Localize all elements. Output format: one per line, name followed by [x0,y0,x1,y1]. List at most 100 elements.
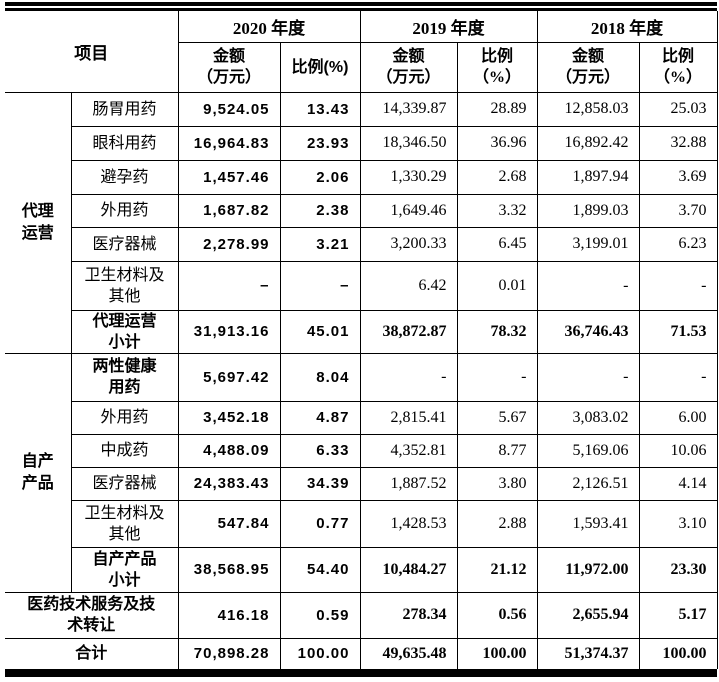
ratio-label-line1: 比例 [661,48,694,65]
row-label-line2: 术转让 [67,617,116,634]
amount-label-line1: 金额 [571,48,604,65]
row-label-line1: 医药技术服务及技 [27,596,156,613]
amount-2019: 2,815.41 [359,400,458,435]
col-header-ratio-2020: 比例(%) [279,41,361,93]
table-row: 避孕药 1,457.46 2.06 1,330.29 2.68 1,897.94… [5,159,718,195]
col-header-amount-2019: 金额 （万元） [359,41,458,93]
table-row: 外用药 1,687.82 2.38 1,649.46 3.32 1,899.03… [5,193,718,228]
ratio-2020: 54.40 [279,546,361,593]
ratio-2019: 28.89 [456,91,538,127]
row-label-line2: 小计 [108,333,141,351]
ratio-2018: - [638,352,718,402]
amount-label-line1: 金额 [392,48,425,65]
ratio-2020: 8.04 [279,352,361,402]
table-row: 自产 产品 两性健康 用药 5,697.42 8.04 - - - - [5,352,718,593]
row-label-line2: 其他 [108,287,141,305]
col-header-year-2020: 2020 年度 [177,11,361,43]
amount-2019: 1,428.53 [359,499,458,548]
row-label: 自产产品 小计 [70,546,179,593]
ratio-2019: 5.67 [456,400,538,435]
row-label-line2: 用药 [108,379,141,396]
amount-2020: 16,964.83 [177,125,281,161]
ratio-2019: 8.77 [456,433,538,468]
amount-2020: 1,687.82 [177,193,281,228]
amount-2018: - [536,260,640,311]
ratio-2019: 6.45 [456,226,538,262]
ratio-2018: - [638,260,718,311]
ratio-2020: 45.01 [279,309,361,354]
row-label: 外用药 [70,193,179,228]
table-row: 医疗器械 24,383.43 34.39 1,887.52 3.80 2,126… [5,466,718,501]
ratio-2020: 0.59 [279,591,361,639]
revenue-breakdown-table: 项目 2020 年度 2019 年度 2018 年度 金额 （万元） 比例(%)… [5,11,718,669]
row-label: 合计 [5,637,179,669]
amount-2018: 1,899.03 [536,193,640,228]
amount-2018: 1,593.41 [536,499,640,548]
ratio-2018: 3.69 [638,159,718,195]
amount-2019: 6.42 [359,260,458,311]
row-label-line2: 小计 [108,571,141,589]
row-label: 代理运营 小计 [70,309,179,354]
table-row: 外用药 3,452.18 4.87 2,815.41 5.67 3,083.02… [5,400,718,435]
ratio-2018: 6.23 [638,226,718,262]
ratio-2018: 6.00 [638,400,718,435]
ratio-2019: 78.32 [456,309,538,354]
amount-label-line2: （万元） [555,69,620,86]
amount-2019: 14,339.87 [359,91,458,127]
amount-2018: 3,083.02 [536,400,640,435]
table-row-subtotal-self-produced: 自产产品 小计 38,568.95 54.40 10,484.27 21.12 … [5,546,718,593]
row-label-line2: 其他 [108,525,141,543]
amount-label-line1: 金额 [212,48,245,65]
ratio-2020: 2.06 [279,159,361,195]
col-header-year-2019: 2019 年度 [359,11,538,43]
row-label: 医疗器械 [70,226,179,262]
amount-2020: 70,898.28 [177,637,281,669]
table-row-subtotal-agency: 代理运营 小计 31,913.16 45.01 38,872.87 78.32 … [5,309,718,354]
ratio-2019: 2.88 [456,499,538,548]
amount-2020: 1,457.46 [177,159,281,195]
ratio-2020: 34.39 [279,466,361,501]
ratio-2018: 4.14 [638,466,718,501]
row-label-line1: 自产产品 [92,550,157,568]
table-row: 卫生材料及 其他 – – 6.42 0.01 - - [5,260,718,311]
ratio-2019: 21.12 [456,546,538,593]
col-header-year-2018: 2018 年度 [536,11,718,43]
table-row: 医疗器械 2,278.99 3.21 3,200.33 6.45 3,199.0… [5,226,718,262]
ratio-2018: 100.00 [638,637,718,669]
row-label: 卫生材料及 其他 [70,499,179,548]
amount-label-line2: （万元） [376,69,441,86]
ratio-2019: 100.00 [456,637,538,669]
ratio-label-line2: （%） [472,69,521,86]
ratio-2020: 6.33 [279,433,361,468]
table-bottom-rule-thick [5,669,717,677]
amount-2020: 24,383.43 [177,466,281,501]
amount-2018: 1,897.94 [536,159,640,195]
row-label: 医药技术服务及技 术转让 [5,591,179,639]
ratio-label-line1: 比例 [480,48,513,65]
table-row: 眼科用药 16,964.83 23.93 18,346.50 36.96 16,… [5,125,718,161]
amount-2018: - [536,352,640,402]
amount-label-line2: （万元） [196,69,261,86]
table-row: 代理 运营 肠胃用药 9,524.05 13.43 14,339.87 28.8… [5,91,718,354]
group-label-line1: 代理 [21,202,54,220]
col-header-ratio-2019: 比例 （%） [456,41,538,93]
amount-2019: 1,330.29 [359,159,458,195]
table-top-rule-thick [5,2,717,6]
group-label-self-produced: 自产 产品 [5,352,72,593]
amount-2019: 3,200.33 [359,226,458,262]
table-row: 中成药 4,488.09 6.33 4,352.81 8.77 5,169.06… [5,433,718,468]
ratio-2020: 100.00 [279,637,361,669]
ratio-2018: 10.06 [638,433,718,468]
amount-2020: – [177,260,281,311]
ratio-2018: 32.88 [638,125,718,161]
amount-2018: 2,126.51 [536,466,640,501]
amount-2018: 11,972.00 [536,546,640,593]
row-label: 眼科用药 [70,125,179,161]
row-label-line1: 卫生材料及 [84,266,165,284]
amount-2018: 2,655.94 [536,591,640,639]
ratio-2019: 3.32 [456,193,538,228]
ratio-2019: 2.68 [456,159,538,195]
ratio-2019: 3.80 [456,466,538,501]
row-label: 卫生材料及 其他 [70,260,179,311]
group-label-agency-operations: 代理 运营 [5,91,72,354]
